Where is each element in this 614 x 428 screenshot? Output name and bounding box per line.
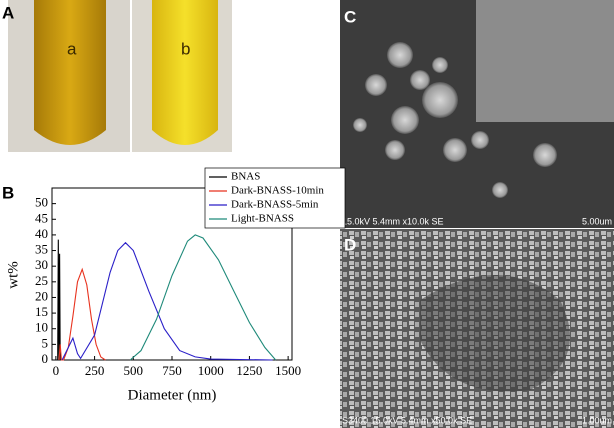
y-tick-label: 15 [35,304,48,319]
sem-shadow [420,275,570,392]
y-tick-label: 40 [35,226,48,241]
sem-inset [476,0,614,122]
sem-info: 15.0kV 5.4mm x10.0k SE [342,216,444,226]
tube-b [152,0,218,145]
y-tick-label: 45 [35,210,48,225]
legend-label: Dark-BNASS-10min [231,185,324,197]
tube-a [34,0,106,145]
y-tick-label: 50 [35,195,48,210]
x-tick-label: 0 [53,363,60,378]
x-tick-label: 1500 [275,363,301,378]
series-line [129,234,277,361]
y-tick-label: 0 [42,351,49,366]
panel-label: C [344,7,356,26]
y-tick-label: 35 [35,242,48,257]
x-tick-label: 1250 [236,363,262,378]
x-tick-label: 250 [85,363,105,378]
panel-label: A [2,3,14,22]
legend-label: Light-BNASS [231,213,294,225]
sem-info: S3400 15.0kV 5.4mm x50.0k SE [342,415,472,425]
y-tick-label: 30 [35,257,48,272]
tube-label: a [67,39,77,58]
panel-label: B [2,183,14,202]
x-tick-label: 750 [162,363,182,378]
sem-particles [353,42,557,198]
legend-box [204,167,346,229]
scale-bar-label: 5.00um [582,216,612,226]
series-line [55,239,281,361]
x-axis-label: Diameter (nm) [128,387,217,403]
legend-label: BNAS [231,171,260,183]
y-axis-label: wt% [5,261,21,289]
y-tick-label: 10 [35,320,48,335]
series-line [58,267,106,361]
x-tick-label: 500 [124,363,144,378]
y-tick-label: 20 [35,288,48,303]
series-line [61,241,273,361]
scale-bar-label: 1.00um [582,415,612,425]
tube-label: b [181,39,190,58]
y-tick-label: 25 [35,273,48,288]
y-tick-label: 5 [42,335,49,350]
x-tick-label: 1000 [198,363,224,378]
legend-label: Dark-BNASS-5min [231,199,319,211]
panel-label: D [344,235,356,254]
